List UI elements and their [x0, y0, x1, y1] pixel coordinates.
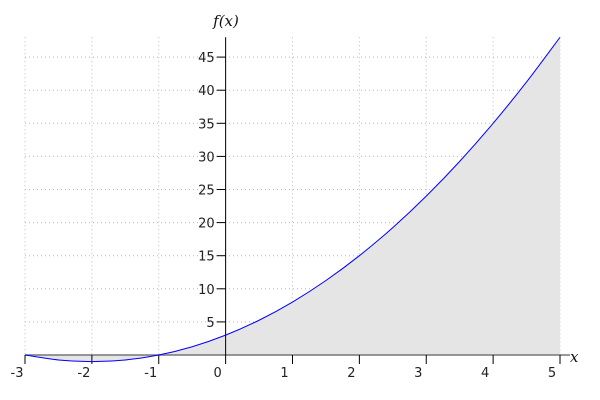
y-tick-label: 35 [198, 117, 215, 132]
axes [24, 36, 570, 364]
x-tick-label: 3 [414, 366, 422, 381]
x-tick-label: 1 [280, 366, 288, 381]
y-tick-label: 25 [198, 184, 215, 199]
y-tick-label: 10 [198, 283, 215, 298]
series-line [24, 36, 561, 363]
x-tick-label: 2 [347, 366, 355, 381]
y-tick-label: 20 [198, 217, 215, 232]
area-fill [25, 37, 560, 362]
x-axis-label: x [570, 348, 579, 366]
y-tick-label: 40 [198, 84, 215, 99]
y-tick-label: 5 [206, 316, 214, 331]
y-tick-label: 30 [198, 150, 215, 165]
x-tick-label: 0 [213, 366, 221, 381]
x-tick-label: -2 [77, 366, 90, 381]
area-layer [25, 37, 560, 362]
x-tick-label: -3 [11, 366, 24, 381]
x-tick-label: -1 [144, 366, 157, 381]
y-tick-label: 45 [198, 51, 215, 66]
y-tick-label: 15 [198, 250, 215, 265]
y-axis-label: f(x) [212, 12, 239, 30]
x-tick-label: 4 [481, 366, 489, 381]
x-tick-label: 5 [548, 366, 556, 381]
